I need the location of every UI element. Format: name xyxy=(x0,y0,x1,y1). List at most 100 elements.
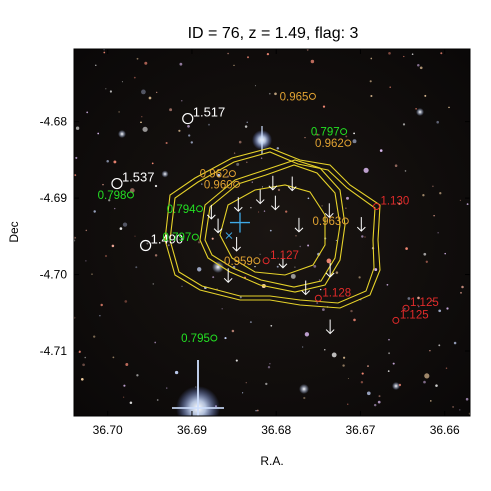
star xyxy=(320,288,322,291)
redshift-label: 0.960 xyxy=(204,179,233,191)
galaxy-marker xyxy=(210,334,218,342)
star xyxy=(254,85,257,87)
star xyxy=(363,167,369,173)
bright-star xyxy=(299,384,309,394)
star xyxy=(245,382,247,384)
galaxy-marker xyxy=(344,139,352,147)
star xyxy=(310,59,315,64)
star xyxy=(267,365,271,369)
star xyxy=(187,124,190,128)
star xyxy=(403,307,406,310)
redshift-label: 0.963 xyxy=(313,216,342,228)
star xyxy=(436,120,439,124)
member-arrow xyxy=(325,319,335,335)
redshift-label: 0.794 xyxy=(167,204,196,216)
star xyxy=(114,207,116,210)
x-axis-label: R.A. xyxy=(260,454,283,468)
star xyxy=(208,123,210,126)
star xyxy=(255,410,257,412)
star xyxy=(316,302,319,304)
star xyxy=(277,188,281,192)
galaxy-marker xyxy=(233,180,241,188)
star xyxy=(389,86,391,88)
star xyxy=(151,162,154,165)
contour-outer xyxy=(164,147,381,309)
star xyxy=(112,356,115,359)
star xyxy=(290,273,296,279)
star xyxy=(316,133,319,136)
star xyxy=(244,125,248,128)
star xyxy=(402,123,406,126)
star xyxy=(405,247,408,250)
star xyxy=(179,62,183,66)
star xyxy=(459,409,461,411)
contour-middle xyxy=(204,164,341,288)
star xyxy=(433,215,435,217)
star xyxy=(367,365,369,368)
star xyxy=(394,164,398,167)
star xyxy=(133,76,136,79)
star xyxy=(448,106,450,109)
star xyxy=(392,362,395,365)
star xyxy=(152,283,155,285)
star xyxy=(136,374,139,377)
star xyxy=(345,135,348,138)
x-tick-label: 36.66 xyxy=(430,423,460,437)
star xyxy=(256,409,259,412)
member-arrow xyxy=(325,262,335,278)
star xyxy=(370,94,373,98)
density-contours xyxy=(164,147,381,309)
star xyxy=(99,315,101,317)
star xyxy=(86,111,89,114)
star xyxy=(347,377,349,380)
star xyxy=(166,387,168,389)
star xyxy=(111,244,115,248)
y-tick-label: -4.69 xyxy=(40,191,68,205)
redshift-label: 0.962 xyxy=(200,169,229,181)
x-tick-label: 36.70 xyxy=(93,423,123,437)
star xyxy=(440,52,443,55)
star xyxy=(169,108,173,112)
star xyxy=(236,162,240,166)
star xyxy=(269,363,271,365)
star xyxy=(84,356,86,359)
star xyxy=(388,338,390,341)
y-tick-label: -4.71 xyxy=(40,344,68,358)
galaxy-marker xyxy=(191,233,199,241)
contour-inner xyxy=(219,184,326,276)
galaxy-marker xyxy=(253,257,261,265)
star xyxy=(265,382,268,386)
chart-title: ID = 76, z = 1.49, flag: 3 xyxy=(188,25,359,42)
star xyxy=(276,147,280,150)
redshift-label: 0.798 xyxy=(98,190,127,202)
star xyxy=(366,391,371,396)
bright-star xyxy=(212,261,224,273)
star xyxy=(154,184,158,188)
star xyxy=(387,370,390,372)
member-arrow xyxy=(287,176,297,192)
star xyxy=(118,111,120,113)
star xyxy=(249,321,252,324)
star xyxy=(425,260,428,263)
member-arrow xyxy=(278,253,288,269)
star xyxy=(430,400,432,402)
star xyxy=(91,273,93,275)
star xyxy=(307,244,310,247)
star xyxy=(322,105,326,108)
star xyxy=(258,211,260,213)
galaxy-marker xyxy=(182,112,194,125)
plot-frame xyxy=(73,48,471,417)
star xyxy=(254,265,256,268)
star xyxy=(224,337,227,340)
galaxy-marker xyxy=(372,203,380,211)
star xyxy=(294,266,296,268)
star xyxy=(246,161,248,163)
star xyxy=(350,309,353,313)
star xyxy=(304,332,310,337)
star xyxy=(326,258,332,264)
star xyxy=(423,252,427,256)
x-tick-label: 36.69 xyxy=(177,423,207,437)
sky-image xyxy=(74,49,470,416)
star xyxy=(444,252,446,255)
star xyxy=(93,210,96,213)
